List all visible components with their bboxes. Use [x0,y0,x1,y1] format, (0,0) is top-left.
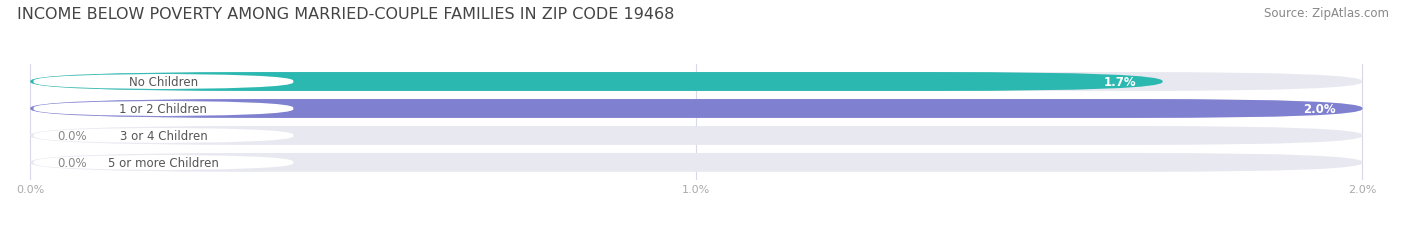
Text: 1 or 2 Children: 1 or 2 Children [120,103,207,116]
Text: No Children: No Children [129,76,198,89]
FancyBboxPatch shape [34,74,294,90]
FancyBboxPatch shape [30,126,1362,145]
FancyBboxPatch shape [34,128,294,144]
Text: 2.0%: 2.0% [1303,103,1336,116]
FancyBboxPatch shape [30,73,1362,91]
Text: 3 or 4 Children: 3 or 4 Children [120,129,207,142]
Text: INCOME BELOW POVERTY AMONG MARRIED-COUPLE FAMILIES IN ZIP CODE 19468: INCOME BELOW POVERTY AMONG MARRIED-COUPL… [17,7,675,22]
Text: 0.0%: 0.0% [56,156,86,169]
FancyBboxPatch shape [30,153,1362,172]
FancyBboxPatch shape [34,101,294,117]
Text: 1.7%: 1.7% [1104,76,1136,89]
FancyBboxPatch shape [30,100,1362,119]
FancyBboxPatch shape [30,100,1362,119]
FancyBboxPatch shape [34,155,294,170]
Text: 0.0%: 0.0% [56,129,86,142]
Text: Source: ZipAtlas.com: Source: ZipAtlas.com [1264,7,1389,20]
FancyBboxPatch shape [30,73,1163,91]
Text: 5 or more Children: 5 or more Children [108,156,219,169]
